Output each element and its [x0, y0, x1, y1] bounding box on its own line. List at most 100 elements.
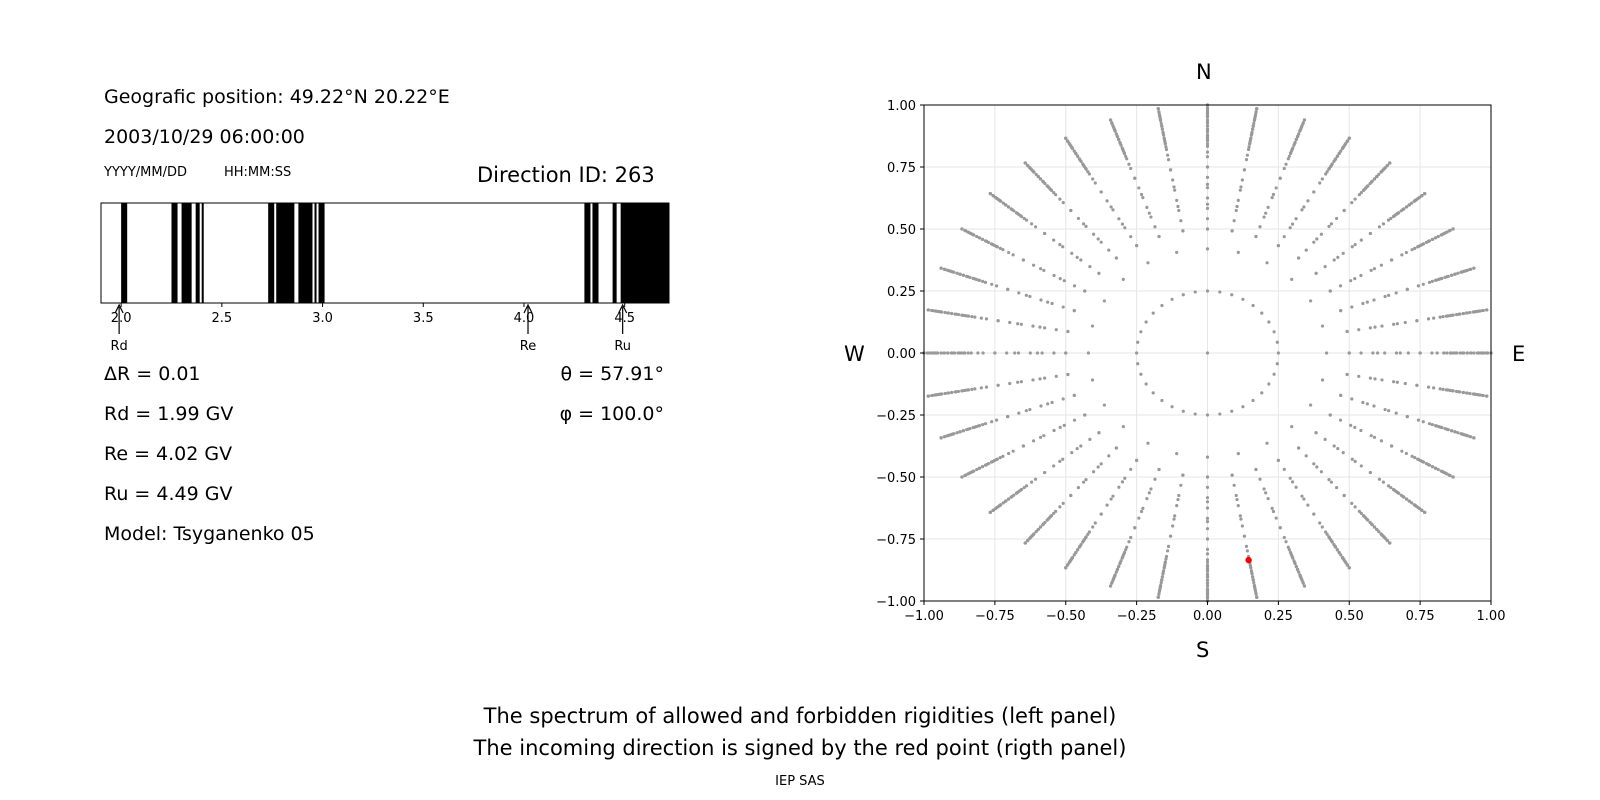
direction-point [1251, 303, 1255, 308]
direction-point [1250, 130, 1254, 134]
direction-point [1234, 208, 1238, 213]
direction-point [1042, 268, 1046, 272]
direction-point [1205, 590, 1210, 594]
direction-point [1454, 389, 1459, 394]
direction-point [1339, 553, 1343, 557]
direction-point [1084, 478, 1088, 482]
direction-point [1468, 351, 1473, 355]
direction-point [1125, 157, 1129, 161]
direction-point [996, 197, 1000, 201]
direction-point [952, 270, 956, 274]
direction-point [1166, 153, 1170, 157]
direction-point [1347, 351, 1351, 355]
direction-point [1465, 351, 1469, 355]
direction-point [1372, 267, 1377, 271]
direction-point [1054, 328, 1058, 332]
direction-point [1004, 203, 1008, 207]
direction-point [1415, 505, 1419, 509]
direction-point [984, 385, 989, 389]
direction-point [981, 422, 985, 427]
direction-point [1019, 322, 1023, 326]
direction-point [970, 315, 974, 319]
rd-value: Rd = 1.99 GV [104, 403, 234, 425]
direction-point [1240, 524, 1244, 528]
direction-point [1031, 324, 1035, 328]
direction-point [1072, 393, 1076, 398]
direction-point [1328, 164, 1333, 169]
direction-point [971, 426, 975, 430]
direction-point [1380, 378, 1384, 382]
direction-point [1386, 484, 1391, 488]
direction-point [1038, 177, 1043, 181]
direction-point [1043, 520, 1047, 525]
direction-point [1251, 398, 1255, 403]
direction-point [1260, 311, 1264, 315]
direction-point [1377, 529, 1381, 534]
y-tick-label: 0.75 [887, 161, 916, 176]
direction-point [1230, 409, 1234, 413]
direction-point [965, 428, 969, 432]
direction-point [1329, 480, 1334, 484]
direction-point [1064, 351, 1068, 355]
direction-point [971, 276, 975, 280]
direction-point [1366, 184, 1370, 188]
direction-point [1181, 473, 1185, 477]
direction-point [1077, 157, 1081, 161]
direction-point [1372, 298, 1376, 302]
direction-point [1441, 315, 1445, 319]
direction-point [968, 427, 972, 431]
direction-point [1379, 170, 1383, 174]
direction-point [1357, 509, 1361, 513]
direction-point [1111, 578, 1115, 583]
direction-point [1088, 265, 1092, 269]
direction-point [1061, 501, 1065, 506]
x-tick-label: 4.0 [514, 311, 535, 326]
direction-point [963, 351, 967, 355]
direction-point [1046, 300, 1050, 304]
direction-point [1114, 446, 1118, 450]
direction-point [1357, 328, 1361, 332]
direction-point [1437, 425, 1441, 429]
model-name: Model: Tsyganenko 05 [104, 523, 315, 545]
direction-point [1115, 135, 1120, 139]
forbidden-band [612, 203, 617, 303]
direction-point [1478, 309, 1482, 313]
direction-point [1376, 351, 1380, 355]
direction-point [960, 475, 964, 479]
direction-point [1043, 470, 1047, 475]
direction-point [1081, 162, 1085, 166]
direction-point [1368, 326, 1372, 330]
direction-point [1284, 162, 1288, 166]
direction-point [1064, 136, 1068, 140]
direction-point [1427, 280, 1432, 284]
direction-point [1302, 205, 1306, 209]
direction-point [1314, 431, 1318, 435]
direction-point [1471, 392, 1475, 396]
direction-point [1436, 467, 1440, 472]
direction-point [969, 470, 973, 475]
date-format: YYYY/MM/DD [104, 165, 187, 180]
direction-point [1179, 483, 1183, 487]
direction-point [1287, 548, 1291, 552]
direction-point [996, 505, 1000, 509]
direction-point [1236, 504, 1240, 508]
direction-point [1368, 376, 1372, 380]
direction-point [1292, 559, 1296, 563]
forbidden-band [195, 203, 200, 303]
direction-point [1049, 514, 1054, 518]
direction-point [1417, 506, 1422, 511]
direction-point [1249, 566, 1253, 570]
delta-r: ΔR = 0.01 [104, 363, 201, 385]
direction-point [1007, 250, 1011, 255]
direction-point [1023, 161, 1027, 165]
direction-point [1074, 550, 1078, 554]
direction-point [1006, 205, 1011, 209]
direction-point [1472, 436, 1476, 440]
direction-point [1381, 222, 1386, 226]
marker-label: Rd [110, 339, 127, 354]
direction-point [989, 242, 994, 246]
direction-point [1475, 351, 1479, 355]
direction-point [1205, 115, 1210, 119]
direction-point [1266, 497, 1270, 501]
direction-point [1205, 247, 1210, 251]
